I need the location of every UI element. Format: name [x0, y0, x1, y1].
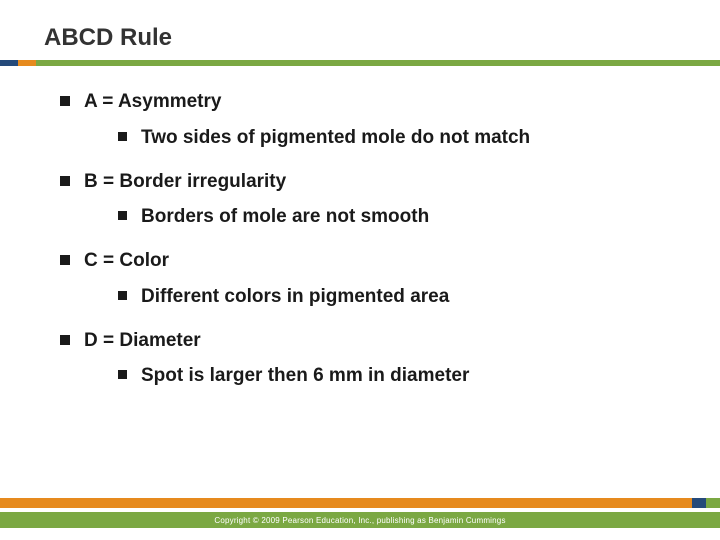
- item-b: B = Border irregularity: [60, 170, 680, 194]
- item-a: A = Asymmetry: [60, 90, 680, 114]
- square-bullet-icon: [60, 96, 70, 106]
- item-b-label: B = Border irregularity: [84, 170, 286, 194]
- item-b-sub-text: Borders of mole are not smooth: [141, 205, 429, 229]
- item-b-sub: Borders of mole are not smooth: [118, 205, 680, 229]
- square-bullet-icon: [60, 335, 70, 345]
- square-bullet-icon: [118, 370, 127, 379]
- footer-stripe-green: [706, 498, 720, 508]
- footer-text-bar: Copyright © 2009 Pearson Education, Inc.…: [0, 512, 720, 528]
- content-area: A = Asymmetry Two sides of pigmented mol…: [0, 66, 720, 388]
- item-d-sub: Spot is larger then 6 mm in diameter: [118, 364, 680, 388]
- square-bullet-icon: [118, 132, 127, 141]
- square-bullet-icon: [118, 211, 127, 220]
- item-d: D = Diameter: [60, 329, 680, 353]
- square-bullet-icon: [118, 291, 127, 300]
- square-bullet-icon: [60, 176, 70, 186]
- item-d-sub-text: Spot is larger then 6 mm in diameter: [141, 364, 469, 388]
- item-c-sub-text: Different colors in pigmented area: [141, 285, 449, 309]
- item-c-sub: Different colors in pigmented area: [118, 285, 680, 309]
- item-a-label: A = Asymmetry: [84, 90, 221, 114]
- item-c: C = Color: [60, 249, 680, 273]
- slide-title: ABCD Rule: [0, 0, 720, 60]
- item-c-label: C = Color: [84, 249, 169, 273]
- footer-stripe-orange: [0, 498, 692, 508]
- title-underline: [0, 60, 720, 66]
- footer-stripe: [0, 498, 720, 508]
- underline-segment-blue: [0, 60, 18, 66]
- square-bullet-icon: [60, 255, 70, 265]
- item-a-sub: Two sides of pigmented mole do not match: [118, 126, 680, 150]
- item-a-sub-text: Two sides of pigmented mole do not match: [141, 126, 530, 150]
- footer-stripe-blue: [692, 498, 706, 508]
- copyright-text: Copyright © 2009 Pearson Education, Inc.…: [214, 516, 505, 525]
- slide: ABCD Rule A = Asymmetry Two sides of pig…: [0, 0, 720, 540]
- underline-segment-orange: [18, 60, 36, 66]
- item-d-label: D = Diameter: [84, 329, 201, 353]
- underline-segment-green: [36, 60, 720, 66]
